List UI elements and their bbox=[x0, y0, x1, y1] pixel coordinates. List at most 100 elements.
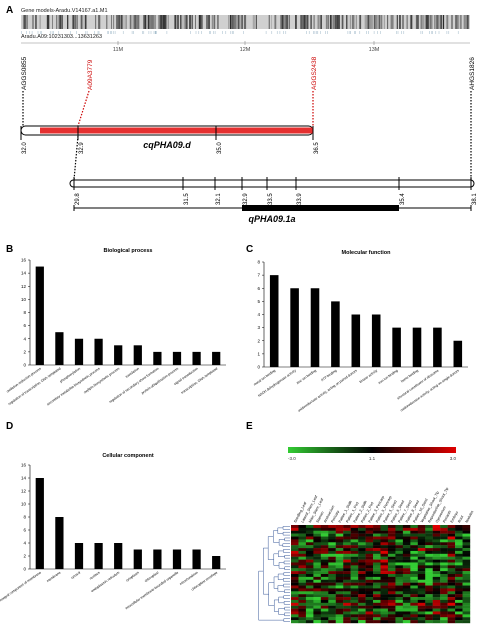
gene-model-bar bbox=[155, 15, 156, 29]
gene-model-bar bbox=[35, 15, 37, 29]
heatmap-cell bbox=[417, 611, 426, 615]
heatmap-cell bbox=[365, 582, 374, 586]
heatmap-cell bbox=[380, 597, 389, 601]
heatmap-cell bbox=[395, 530, 404, 534]
gene-model-bar bbox=[181, 15, 183, 29]
heatmap-cell bbox=[313, 556, 322, 560]
heatmap-cell bbox=[335, 582, 344, 586]
heatmap-cell bbox=[462, 530, 471, 534]
heatmap-cell bbox=[380, 527, 389, 531]
heatmap-cell bbox=[440, 556, 448, 560]
heatmap-cell bbox=[373, 571, 381, 575]
heatmap-cell bbox=[395, 591, 404, 595]
heatmap-cell bbox=[410, 525, 418, 529]
y-tick-label: 12 bbox=[21, 284, 27, 289]
heatmap-cell bbox=[365, 576, 374, 580]
heatmap-cell bbox=[425, 599, 433, 604]
heatmap-cell bbox=[298, 588, 307, 592]
heatmap-cell bbox=[410, 617, 418, 621]
heatmap-cell bbox=[320, 582, 329, 586]
heatmap-cell bbox=[305, 556, 314, 560]
gene-model-bar bbox=[138, 15, 140, 29]
heatmap-cell bbox=[335, 591, 344, 595]
category-label: protein ubiquitination process bbox=[141, 366, 180, 395]
legend-tick-max: 3.0 bbox=[450, 456, 457, 461]
heatmap-cell bbox=[335, 559, 344, 563]
gene-model-bar bbox=[22, 15, 24, 29]
heatmap-cell bbox=[432, 620, 441, 624]
gene-model-bar bbox=[285, 15, 287, 29]
heatmap-cell bbox=[417, 594, 426, 598]
heatmap-cell bbox=[305, 530, 314, 534]
gene-model-bar bbox=[380, 15, 382, 29]
heatmap-cell bbox=[402, 576, 411, 580]
heatmap-cell bbox=[462, 599, 471, 604]
heatmap-cell bbox=[343, 559, 351, 563]
gene-model-bar bbox=[25, 15, 27, 29]
heatmap-cell bbox=[335, 565, 344, 569]
heatmap-cell bbox=[365, 579, 374, 583]
gene-model-bar bbox=[430, 15, 433, 29]
gene-model-bar bbox=[186, 15, 188, 29]
category-label: zinc ion binding bbox=[296, 368, 318, 385]
heatmap-cell bbox=[358, 599, 366, 604]
heatmap-cells bbox=[291, 525, 471, 624]
category-label: transcription, DNA-templated bbox=[180, 366, 218, 394]
heatmap-cell bbox=[365, 545, 374, 549]
heatmap-cell bbox=[440, 579, 448, 583]
heatmap-cell bbox=[387, 556, 396, 560]
heatmap-cell bbox=[447, 562, 456, 566]
gene-model-bar bbox=[39, 15, 41, 29]
heatmap-cell bbox=[291, 527, 299, 531]
heatmap-cell bbox=[440, 571, 448, 575]
heatmap-cell bbox=[335, 576, 344, 580]
panel-letter-d: D bbox=[6, 421, 13, 432]
heatmap-cell bbox=[395, 536, 404, 540]
heatmap-cell bbox=[410, 614, 418, 618]
heatmap-cell bbox=[387, 599, 396, 604]
heatmap-cell bbox=[373, 617, 381, 621]
gene-model-bar bbox=[303, 15, 306, 29]
heatmap-cell bbox=[373, 542, 381, 546]
heatmap-cell bbox=[313, 585, 322, 589]
gene-model-bar bbox=[60, 15, 62, 29]
heatmap-cell bbox=[373, 608, 381, 612]
heatmap-cell bbox=[291, 525, 299, 529]
heatmap-cell bbox=[440, 539, 448, 543]
heatmap-cell bbox=[440, 545, 448, 549]
heatmap-cell bbox=[313, 597, 322, 601]
heatmap-cell bbox=[462, 597, 471, 601]
qtl1-pos-0: 32.0 bbox=[22, 142, 28, 154]
heatmap-cell bbox=[410, 548, 418, 552]
heatmap-column-label: Root bbox=[457, 515, 464, 524]
heatmap-cell bbox=[365, 530, 374, 534]
heatmap-cell bbox=[291, 620, 299, 624]
gene-model-bar bbox=[349, 15, 352, 29]
gene-model-bar bbox=[121, 15, 123, 29]
heatmap-cell bbox=[291, 597, 299, 601]
heatmap-cell bbox=[387, 525, 396, 529]
heatmap-cell bbox=[328, 602, 336, 606]
y-tick-label: 4 bbox=[23, 541, 26, 546]
heatmap-cell bbox=[365, 548, 374, 552]
category-label: oxylipin biosynthetic process bbox=[83, 366, 121, 394]
heatmap-cell bbox=[328, 597, 336, 601]
heatmap-cell bbox=[313, 620, 322, 624]
heatmap-cell bbox=[432, 530, 441, 534]
connector-a09a3779 bbox=[77, 90, 90, 127]
heatmap-cell bbox=[387, 559, 396, 563]
heatmap-cell bbox=[380, 585, 389, 589]
gene-model-bar bbox=[183, 15, 185, 29]
heatmap-cell bbox=[402, 614, 411, 618]
heatmap-cell bbox=[440, 588, 448, 592]
gene-model-bar bbox=[151, 15, 154, 29]
heatmap-cell bbox=[455, 550, 463, 555]
heatmap-cell bbox=[462, 594, 471, 598]
gene-model-bar bbox=[434, 15, 435, 29]
heatmap-cell bbox=[305, 585, 314, 589]
heatmap-cell bbox=[358, 559, 366, 563]
heatmap-cell bbox=[425, 533, 433, 537]
heatmap-cell bbox=[447, 530, 456, 534]
y-tick-label: 0 bbox=[23, 363, 26, 368]
heatmap-cell bbox=[298, 594, 307, 598]
